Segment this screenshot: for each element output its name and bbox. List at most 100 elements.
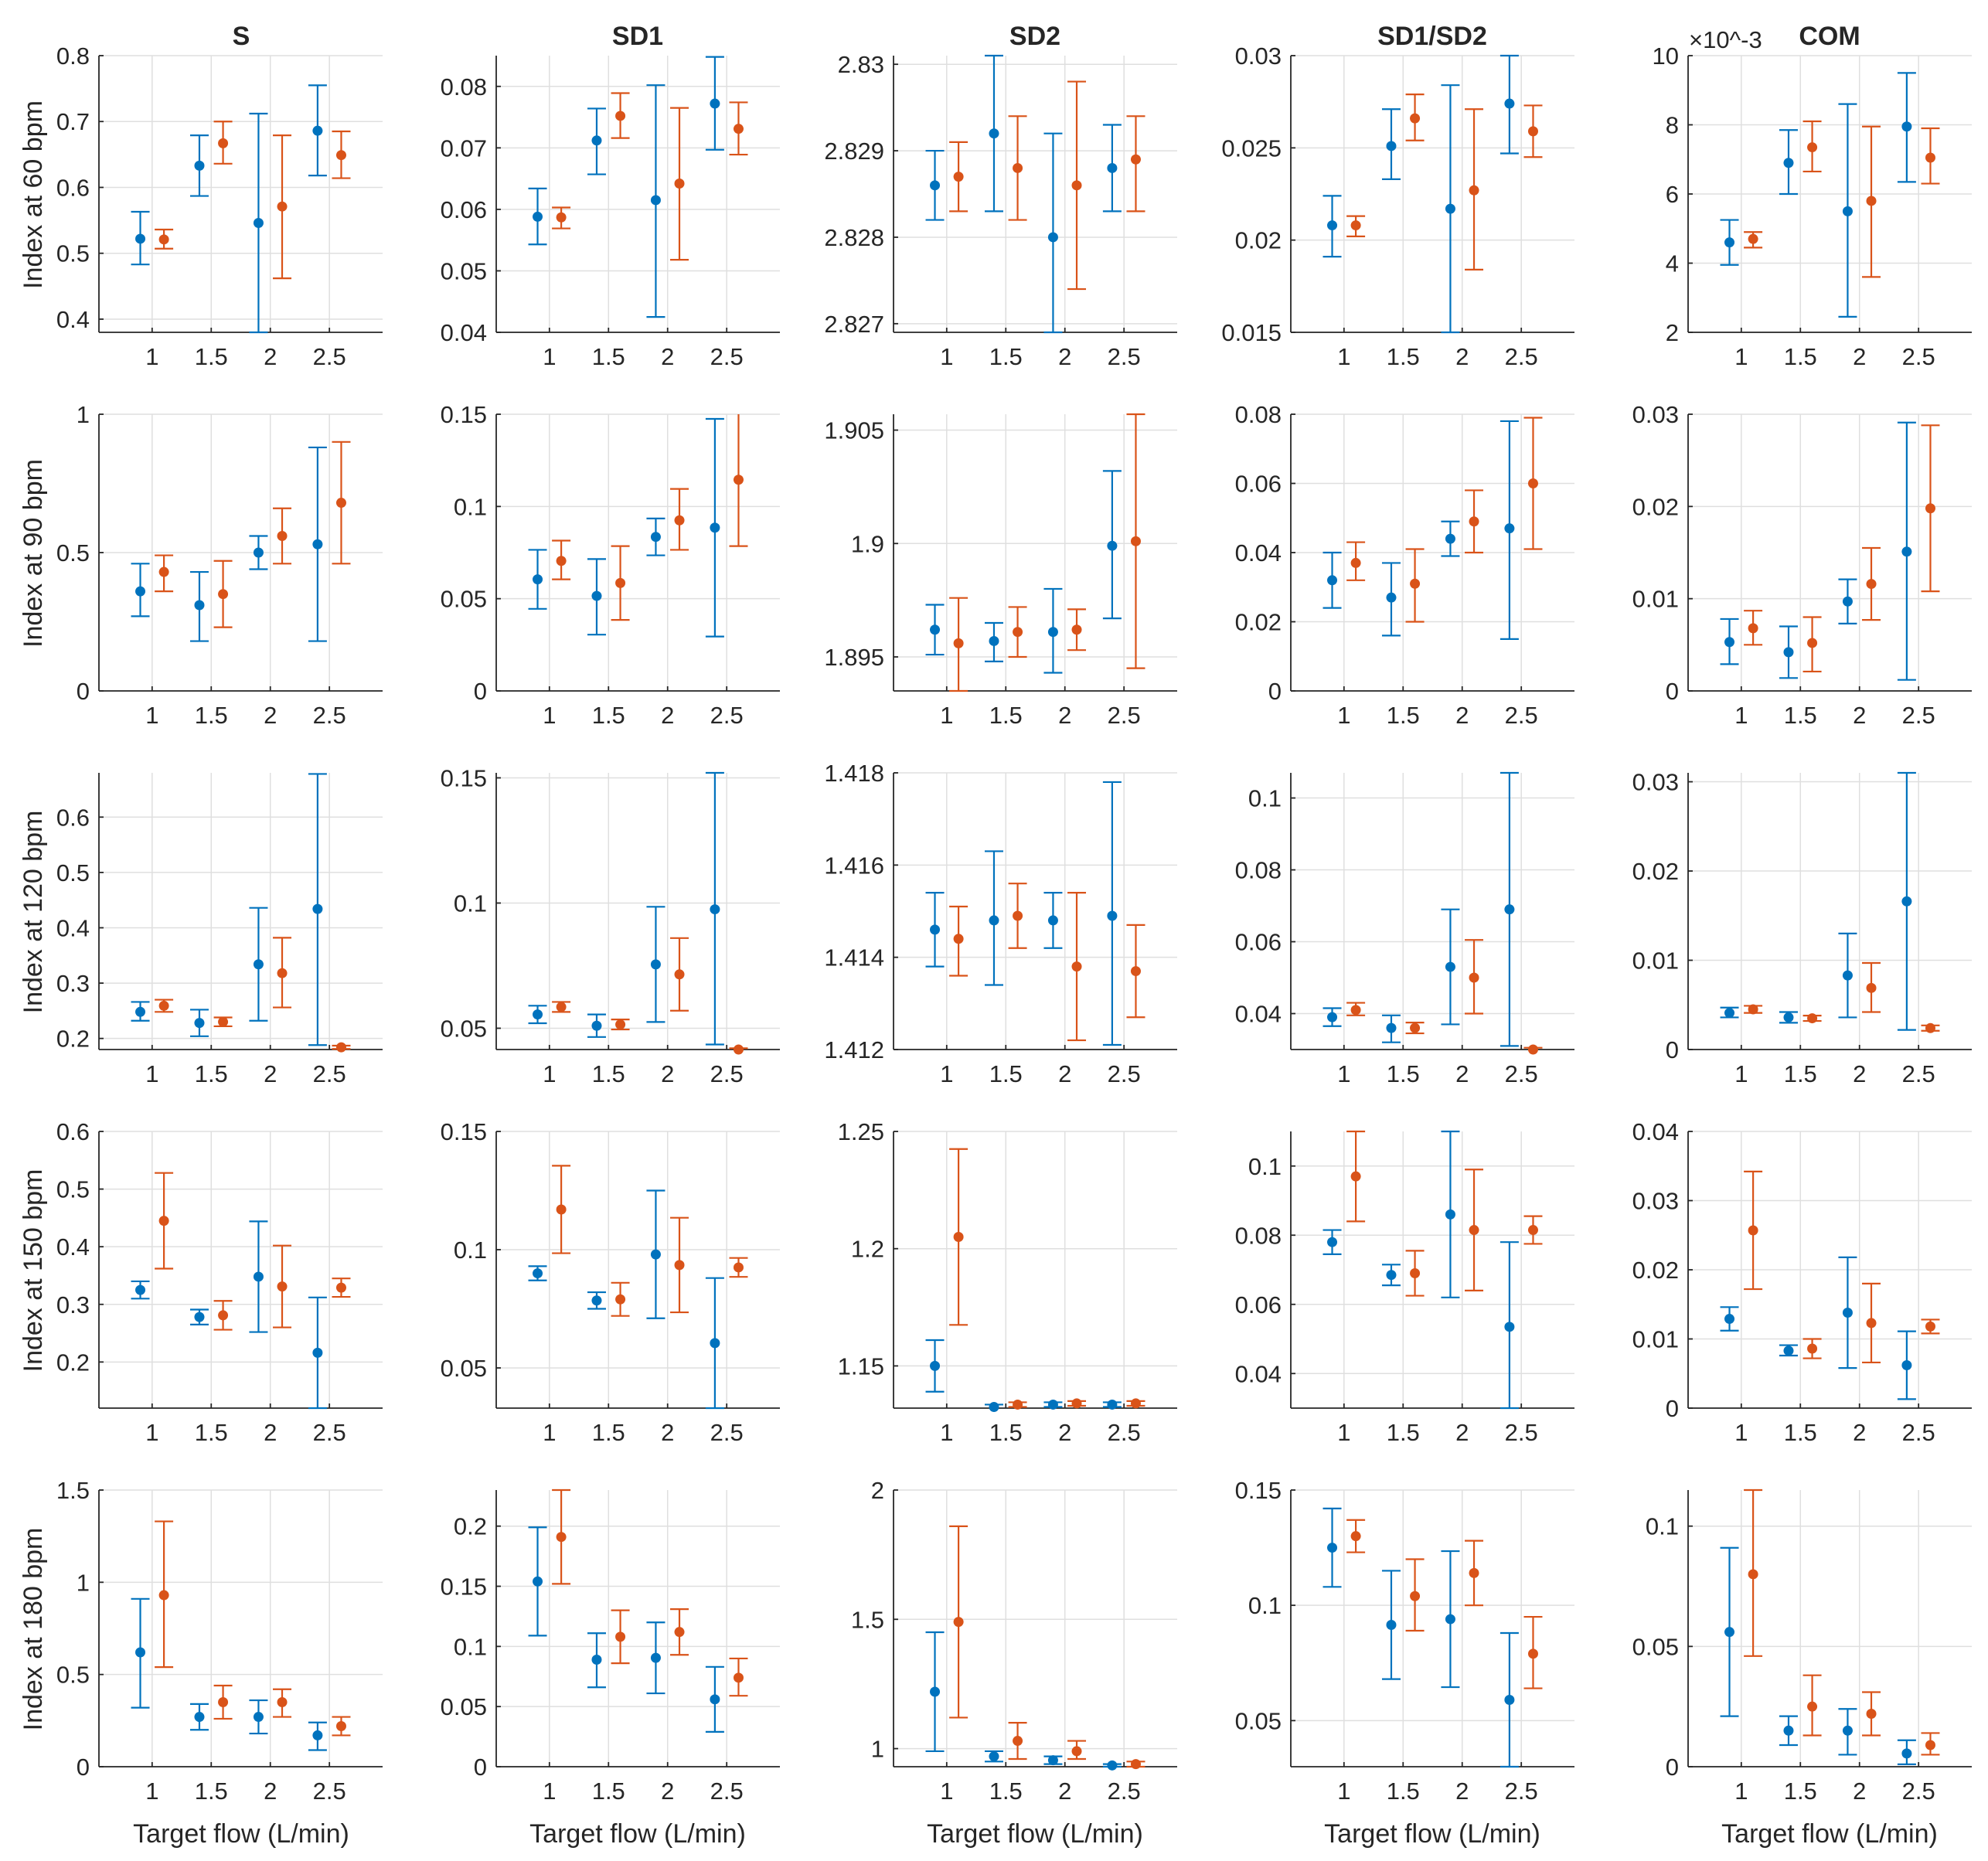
x-tick-label: 1.5: [1784, 1419, 1817, 1446]
data-point-a: [194, 1018, 205, 1029]
data-point-a: [1047, 1399, 1058, 1410]
data-point-b: [158, 1590, 169, 1601]
data-point-b: [953, 934, 964, 944]
x-tick-label: 1: [543, 702, 556, 729]
data-point-b: [1925, 503, 1935, 514]
data-point-b: [615, 111, 626, 121]
y-tick-label: 6: [1666, 181, 1679, 208]
x-tick-label: 2: [264, 1060, 277, 1087]
data-point-a: [1901, 1360, 1912, 1371]
x-axis-label-s: Target flow (L/min): [133, 1819, 349, 1849]
panel-r1-c2: 1.895 1.9 1.905 1 1.5 2 2.5: [824, 413, 1177, 729]
data-point-b: [1013, 1399, 1023, 1410]
data-point-a: [650, 1249, 661, 1260]
data-point-b: [1469, 516, 1479, 527]
data-point-b: [1071, 180, 1082, 191]
y-tick-label: 0.6: [56, 804, 90, 831]
panel-r0-c4: 2 4 6 8 10 1 1.5 2 2.5: [1653, 43, 1972, 370]
data-point-b: [1469, 972, 1479, 983]
data-point-a: [710, 522, 720, 533]
data-point-a: [1386, 1022, 1397, 1033]
data-point-b: [615, 1631, 626, 1642]
y-tick-label: 0.02: [1235, 227, 1282, 254]
data-point-a: [1504, 904, 1515, 915]
y-tick-label: 0.05: [1632, 1633, 1679, 1660]
data-point-b: [1527, 1044, 1538, 1055]
data-point-b: [218, 1016, 229, 1027]
x-tick-label: 1: [543, 1778, 556, 1805]
y-tick-label: 0.7: [56, 108, 90, 135]
x-tick-label: 1.5: [195, 702, 228, 729]
data-point-a: [710, 904, 720, 915]
data-point-b: [1071, 961, 1082, 972]
y-tick-label: 0.05: [1235, 1707, 1282, 1734]
data-point-b: [1410, 1022, 1421, 1033]
data-point-b: [335, 150, 346, 161]
data-point-a: [135, 1006, 146, 1017]
data-point-b: [556, 212, 567, 223]
data-point-a: [1107, 162, 1118, 173]
data-point-a: [650, 959, 661, 970]
x-axis-label-sd2: Target flow (L/min): [927, 1819, 1143, 1849]
panel-r2-c1: 0.05 0.1 0.15 1 1.5 2 2.5: [441, 764, 780, 1087]
y-tick-label: 0.05: [441, 257, 487, 284]
data-point-b: [674, 515, 685, 526]
data-point-a: [1504, 1694, 1515, 1705]
x-tick-label: 1: [543, 1060, 556, 1087]
panel-r2-c3: 0.04 0.06 0.08 0.1 1 1.5 2 2.5: [1235, 771, 1574, 1087]
y-tick-label: 0.1: [1646, 1513, 1679, 1540]
x-tick-label: 1: [940, 1419, 953, 1446]
panel-r1-c0: 0 0.5 1 1 1.5 2 2.5: [56, 401, 383, 729]
data-point-a: [312, 125, 323, 136]
data-point-a: [650, 195, 661, 206]
y-tick-label: 0.1: [454, 1633, 487, 1660]
data-point-a: [1901, 546, 1912, 557]
x-tick-label: 1: [940, 343, 953, 370]
y-tick-label: 1.2: [851, 1236, 884, 1263]
x-tick-label: 2: [1853, 702, 1866, 729]
data-point-a: [312, 903, 323, 914]
column-title-s: S: [233, 22, 250, 51]
x-tick-label: 2.5: [1505, 702, 1538, 729]
y-tick-label: 0.05: [441, 1015, 487, 1042]
x-tick-label: 1: [940, 1778, 953, 1805]
data-point-b: [1130, 966, 1141, 977]
y-tick-label: 0.08: [1235, 1222, 1282, 1249]
data-point-a: [253, 1271, 264, 1282]
com-exponent-label: ×10^-3: [1689, 26, 1762, 53]
data-point-b: [1527, 1648, 1538, 1659]
x-tick-label: 2: [1058, 343, 1071, 370]
data-point-b: [674, 178, 685, 189]
data-point-a: [1901, 1748, 1912, 1759]
y-tick-label: 0.15: [441, 1118, 487, 1145]
y-tick-label: 0.02: [1632, 493, 1679, 520]
panel-r3-c4: 0 0.01 0.02 0.03 0.04 1 1.5 2 2.5: [1632, 1118, 1972, 1446]
data-point-b: [1925, 152, 1935, 163]
y-tick-label: 0.15: [441, 401, 487, 428]
y-tick-label: 0: [1666, 678, 1679, 705]
x-tick-label: 1.5: [1387, 1419, 1420, 1446]
x-tick-label: 2.5: [710, 702, 744, 729]
data-point-b: [556, 1002, 567, 1012]
x-tick-label: 2: [1455, 343, 1469, 370]
y-tick-label: 0.03: [1632, 401, 1679, 428]
y-tick-label: 0.1: [1248, 1592, 1282, 1619]
data-point-a: [533, 1268, 543, 1279]
data-point-b: [1469, 1567, 1479, 1578]
data-point-b: [1130, 154, 1141, 165]
x-tick-label: 2: [661, 1060, 674, 1087]
y-tick-label: 0.3: [56, 970, 90, 997]
y-tick-label: 0.025: [1221, 134, 1282, 162]
data-point-b: [733, 124, 744, 134]
data-point-b: [1071, 1398, 1082, 1409]
data-point-a: [253, 218, 264, 229]
panel-r2-c4: 0 0.01 0.02 0.03 1 1.5 2 2.5: [1632, 769, 1972, 1087]
data-point-b: [335, 1282, 346, 1293]
x-tick-label: 2.5: [710, 343, 744, 370]
data-point-b: [158, 566, 169, 577]
x-tick-label: 1: [1734, 1419, 1748, 1446]
data-point-a: [710, 1694, 720, 1705]
data-point-b: [1925, 1740, 1935, 1750]
x-tick-label: 2.5: [1505, 1060, 1538, 1087]
data-point-a: [1504, 1322, 1515, 1332]
